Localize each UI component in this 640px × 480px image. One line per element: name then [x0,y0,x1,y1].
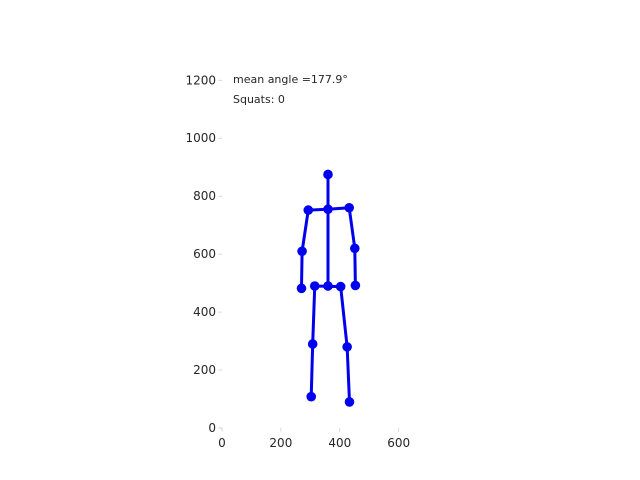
bone-left_elbow-left_wrist [353,246,357,287]
x-tick-label: 600 [387,436,410,450]
y-tick-label: 0 [208,421,216,435]
bone-right_shoulder-right_elbow [300,208,310,253]
joint-head [323,169,333,180]
joint-left_hip [335,281,346,292]
bone-left_shoulder-left_elbow [347,206,357,250]
y-tick-label: 200 [193,363,216,377]
y-tick-label: 400 [193,305,216,319]
joint-right_wrist [296,283,307,294]
joint-left_knee [342,342,352,352]
joint-left_shoulder [344,202,355,213]
joint-right_hip [309,281,320,291]
joint-left_wrist [350,280,361,291]
axes: 0 200 400 600 0 200 400 600 800 1000 1200 [185,73,410,450]
joint-neck [323,204,333,215]
bone-right_knee-right_ankle [309,342,315,399]
x-tick-label: 200 [269,436,292,450]
x-tick-label: 0 [218,436,226,450]
bone-right_hip-right_knee [311,284,317,346]
joint-right_ankle [306,391,317,402]
joint-mid_hip [323,281,333,291]
mean-angle-annotation: mean angle =177.9° [233,73,348,86]
skeleton-joints [296,169,361,407]
y-tick-label: 800 [193,189,216,203]
joint-right_elbow [297,246,307,257]
y-tick-label: 600 [193,247,216,261]
bone-left_knee-left_ankle [345,345,351,404]
bone-left_hip-left_knee [339,285,349,349]
bone-right_elbow-right_wrist [300,249,304,290]
joint-right_knee [307,339,318,349]
joint-right_shoulder [303,205,314,215]
x-tick-label: 400 [328,436,351,450]
joint-left_ankle [344,397,355,407]
joint-left_elbow [349,243,360,254]
y-tick-label: 1000 [185,131,216,145]
squat-count-annotation: Squats: 0 [233,93,285,106]
y-tick-label: 1200 [185,73,216,87]
